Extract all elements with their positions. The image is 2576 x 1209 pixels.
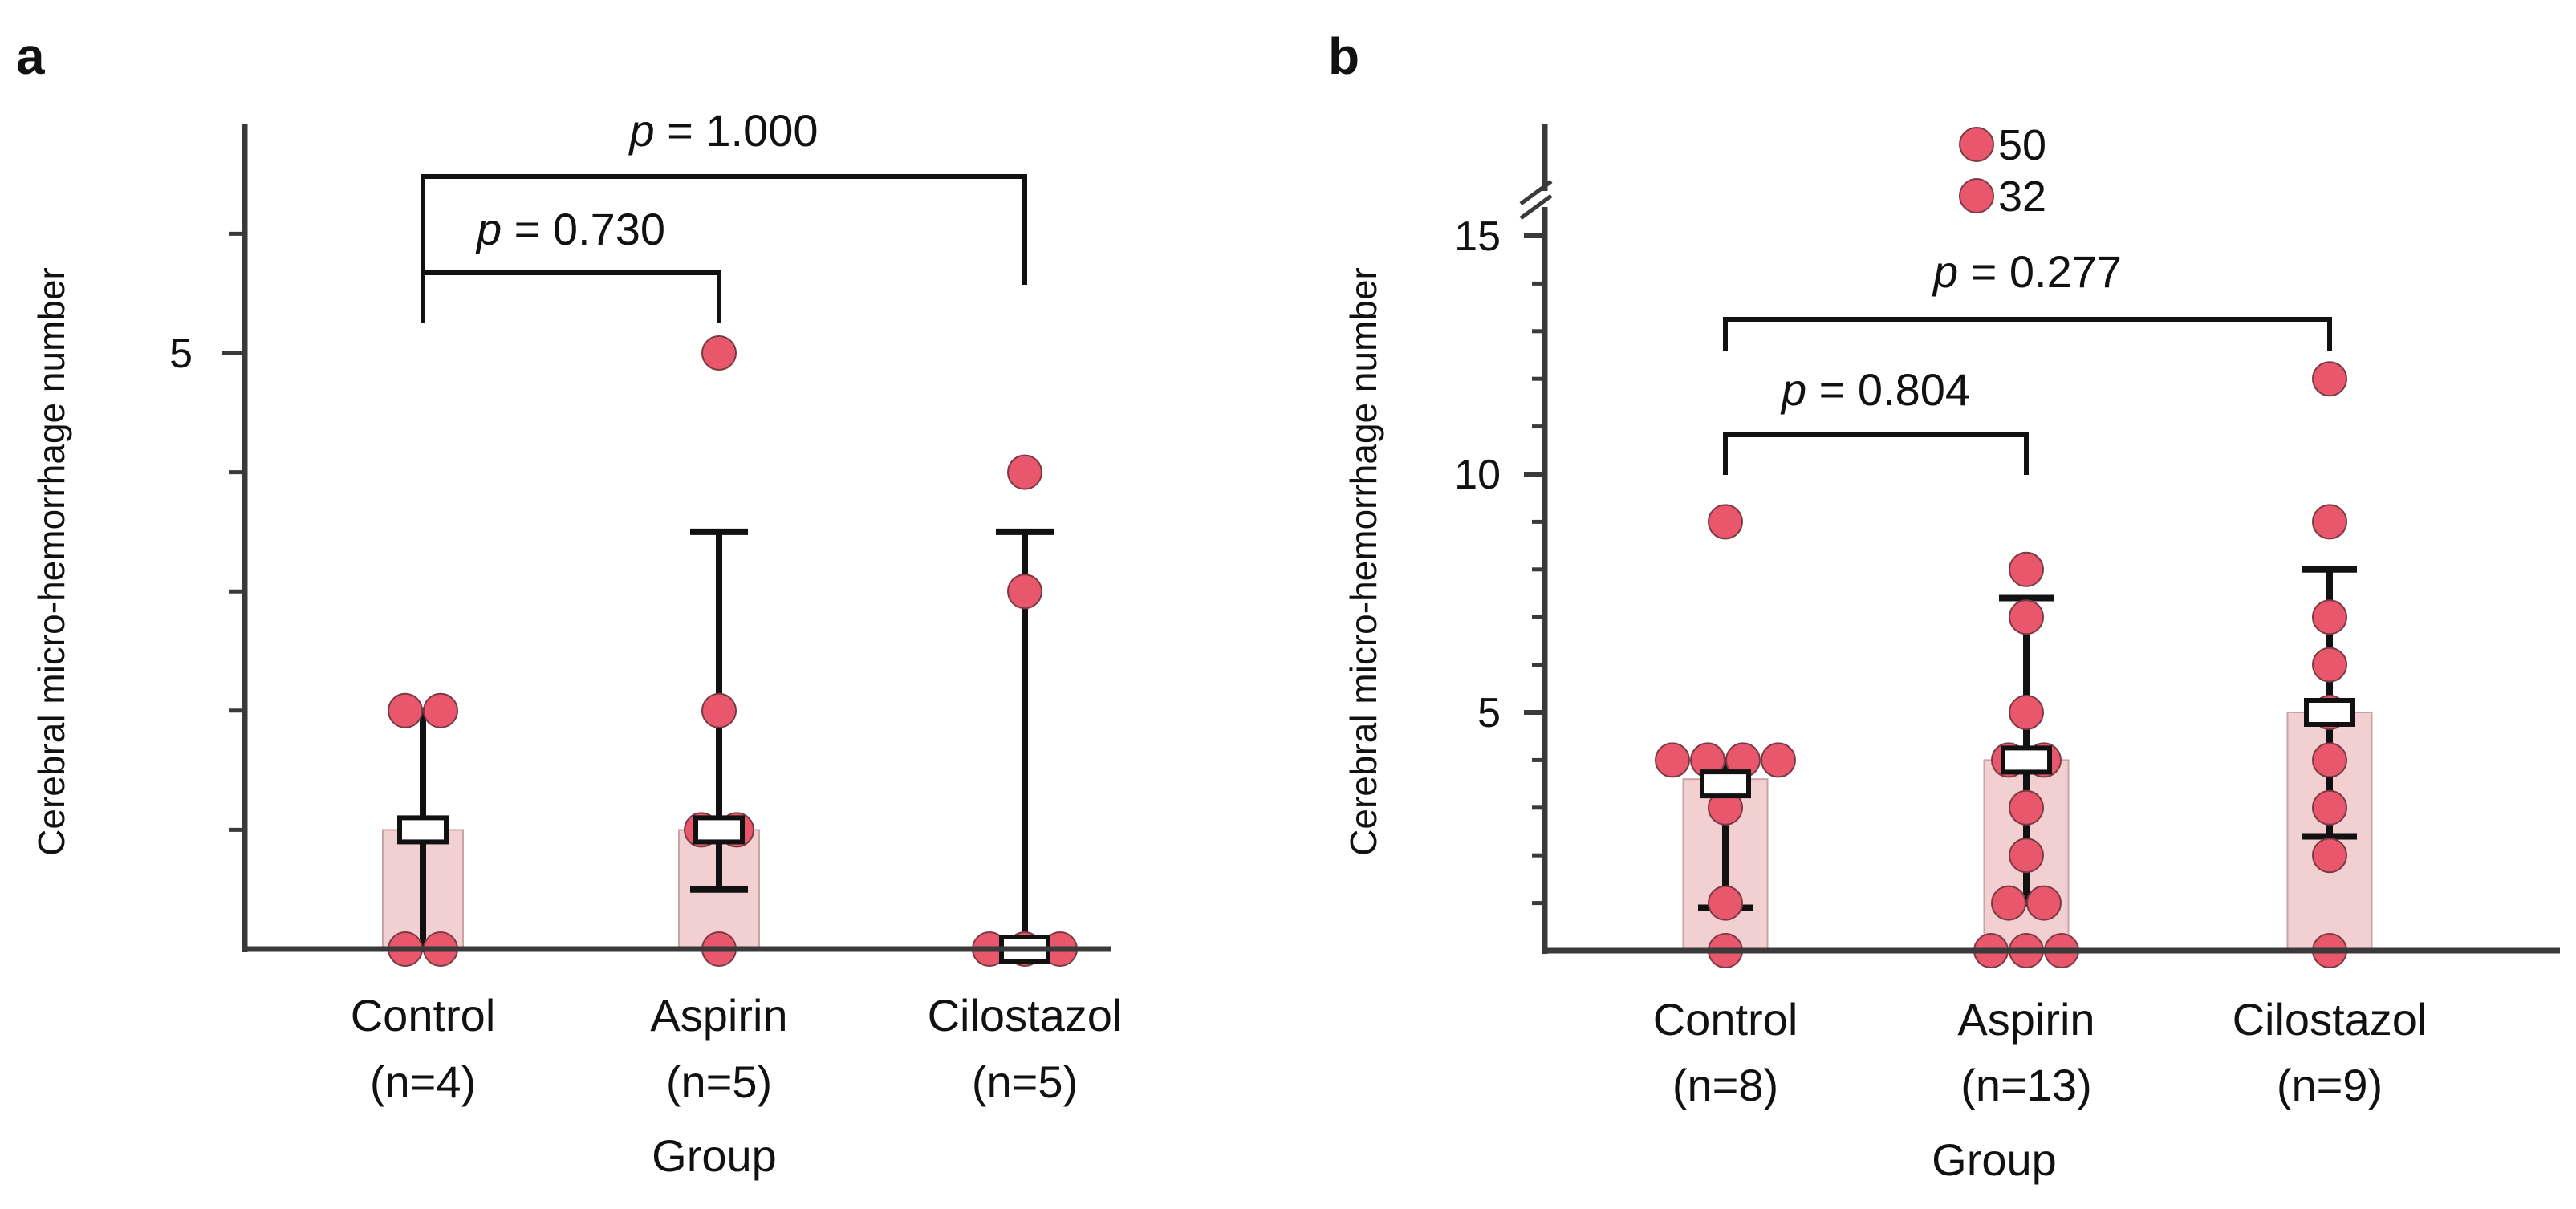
data-point-cilostazol xyxy=(2312,599,2347,635)
data-point-aspirin xyxy=(701,335,737,371)
category-label-cilostazol: Cilostazol xyxy=(928,990,1123,1041)
data-point-control xyxy=(423,692,458,728)
panel-b: b Cerebral micro-hemorrhage number Group… xyxy=(1328,27,2560,1185)
median-marker-control xyxy=(1700,769,1751,799)
data-point-aspirin xyxy=(701,692,737,728)
y-tick-label: 15 xyxy=(1454,213,1501,260)
category-label-control: Control xyxy=(1653,994,1798,1045)
p-value-label: p = 0.277 xyxy=(1932,246,2122,297)
category-n-control: (n=8) xyxy=(1672,1060,1778,1110)
median-marker-aspirin xyxy=(693,815,745,845)
p-value: = 0.730 xyxy=(502,204,665,254)
y-tick-label: 5 xyxy=(1477,690,1501,736)
data-point-control xyxy=(388,692,423,728)
comparison-bracket xyxy=(421,270,721,323)
data-point-cilostazol xyxy=(2312,361,2347,397)
data-point-cilostazol xyxy=(2312,742,2347,778)
category-label-aspirin: Aspirin xyxy=(650,990,787,1041)
comparison-bracket xyxy=(421,174,1027,285)
comparison-bracket xyxy=(1723,432,2029,475)
y-axis-label-b: Cerebral micro-hemorrhage number xyxy=(1343,267,1384,856)
data-point-aspirin xyxy=(2009,599,2044,635)
category-label-cilostazol: Cilostazol xyxy=(2233,994,2428,1045)
data-point-aspirin xyxy=(1991,885,2026,921)
p-value-label: p = 0.730 xyxy=(475,204,665,254)
x-axis-label-a: Group xyxy=(652,1130,777,1181)
category-n-aspirin: (n=13) xyxy=(1960,1060,2091,1110)
category-n-control: (n=4) xyxy=(370,1057,476,1107)
panel-letter-a: a xyxy=(16,27,45,85)
p-value: = 0.277 xyxy=(1958,246,2122,297)
p-symbol: p xyxy=(1780,364,1806,415)
p-symbol: p xyxy=(628,105,654,156)
data-point-cilostazol xyxy=(1007,574,1042,610)
data-point-cilostazol xyxy=(2312,789,2347,826)
panel-letter-b: b xyxy=(1328,27,1359,85)
data-point-control xyxy=(1761,742,1796,778)
category-n-cilostazol: (n=9) xyxy=(2277,1060,2383,1110)
comparison-bracket xyxy=(1723,317,2332,351)
p-symbol: p xyxy=(475,204,502,254)
outlier-label: 50 xyxy=(1998,121,2046,169)
outlier-label: 32 xyxy=(1998,172,2046,221)
median-marker-cilostazol xyxy=(2304,698,2355,727)
data-point-aspirin xyxy=(2026,885,2062,921)
data-point-control xyxy=(1708,885,1743,921)
data-point-cilostazol xyxy=(2312,504,2347,540)
axis-break-mark xyxy=(1519,193,1553,221)
outlier-point xyxy=(1959,127,1994,162)
y-tick-label: 10 xyxy=(1454,452,1501,498)
outlier-point xyxy=(1959,178,1994,213)
median-marker-aspirin xyxy=(2001,745,2052,775)
p-value-label: p = 0.804 xyxy=(1780,364,1970,415)
data-point-aspirin xyxy=(2009,551,2044,587)
category-label-aspirin: Aspirin xyxy=(1957,994,2095,1045)
category-label-control: Control xyxy=(351,990,496,1041)
data-point-control xyxy=(1655,742,1690,778)
x-axis-label-b: Group xyxy=(1932,1134,2057,1185)
y-axis-label-a: Cerebral micro-hemorrhage number xyxy=(30,267,72,856)
category-n-cilostazol: (n=5) xyxy=(972,1057,1078,1107)
axis-break-mark xyxy=(1519,179,1553,206)
p-value: = 0.804 xyxy=(1806,364,1970,415)
p-value: = 1.000 xyxy=(655,105,819,156)
category-n-aspirin: (n=5) xyxy=(666,1057,772,1107)
data-point-control xyxy=(1708,504,1743,540)
data-point-aspirin xyxy=(2009,695,2044,730)
data-point-cilostazol xyxy=(2312,838,2347,874)
panel-a: a Cerebral micro-hemorrhage number Group… xyxy=(16,27,1122,1181)
data-point-cilostazol xyxy=(2312,647,2347,683)
p-value-label: p = 1.000 xyxy=(628,105,818,156)
data-point-cilostazol xyxy=(1007,454,1042,490)
y-tick-label: 5 xyxy=(169,331,193,377)
p-symbol: p xyxy=(1932,246,1958,297)
data-point-aspirin xyxy=(2009,789,2044,826)
data-point-aspirin xyxy=(2009,838,2044,874)
median-marker-control xyxy=(397,815,449,845)
